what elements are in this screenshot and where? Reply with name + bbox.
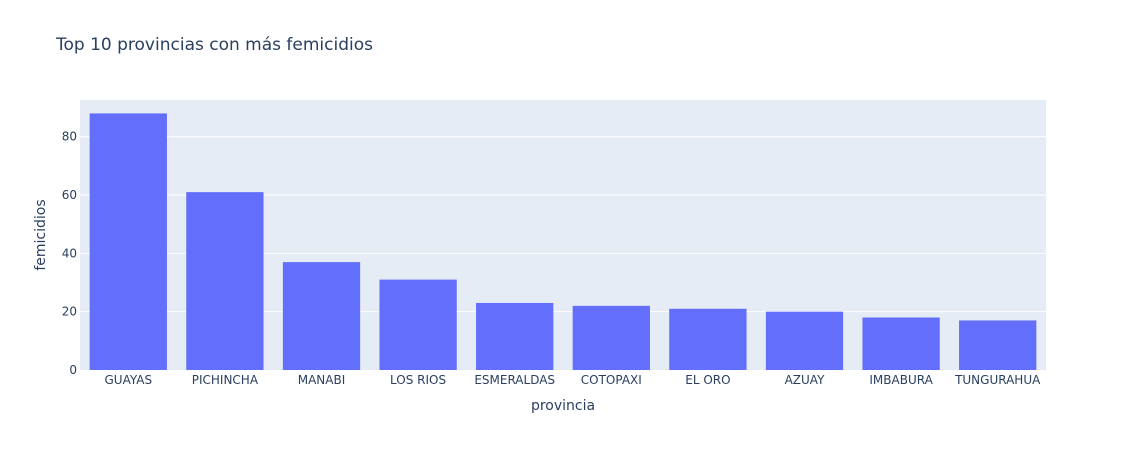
y-tick-label: 80 bbox=[62, 130, 77, 144]
bar-tungurahua[interactable] bbox=[959, 320, 1037, 370]
bar-pichincha[interactable] bbox=[186, 192, 264, 370]
x-tick-label: COTOPAXI bbox=[581, 373, 642, 387]
x-tick-label: GUAYAS bbox=[105, 373, 153, 387]
x-tick-label: AZUAY bbox=[785, 373, 825, 387]
x-tick-label: EL ORO bbox=[685, 373, 730, 387]
y-axis-ticks: 0 20 40 60 80 bbox=[62, 130, 77, 377]
bars bbox=[89, 113, 1037, 370]
y-tick-label: 20 bbox=[62, 305, 77, 319]
x-tick-label: PICHINCHA bbox=[192, 373, 259, 387]
y-tick-label: 0 bbox=[69, 363, 77, 377]
bar-azuay[interactable] bbox=[765, 311, 844, 370]
x-tick-label: LOS RIOS bbox=[390, 373, 446, 387]
y-axis-title: femicidios bbox=[33, 199, 49, 270]
bar-el-oro[interactable] bbox=[669, 308, 747, 370]
x-tick-label: MANABI bbox=[298, 373, 346, 387]
y-tick-label: 40 bbox=[62, 246, 77, 260]
x-tick-label: ESMERALDAS bbox=[474, 373, 555, 387]
bar-los-rios[interactable] bbox=[379, 279, 457, 370]
x-axis-title: provincia bbox=[531, 398, 595, 414]
bar-esmeraldas[interactable] bbox=[476, 302, 554, 370]
chart-title: Top 10 provincias con más femicidios bbox=[55, 35, 373, 55]
x-tick-label: IMBABURA bbox=[869, 373, 933, 387]
bar-imbabura[interactable] bbox=[862, 317, 940, 370]
y-tick-label: 60 bbox=[62, 188, 77, 202]
bar-cotopaxi[interactable] bbox=[572, 305, 650, 370]
bar-guayas[interactable] bbox=[89, 113, 167, 370]
x-axis-ticks: GUAYAS PICHINCHA MANABI LOS RIOS ESMERALDAS C… bbox=[105, 373, 1042, 387]
bar-manabi[interactable] bbox=[282, 262, 361, 370]
x-tick-label: TUNGURAHUA bbox=[954, 373, 1041, 387]
